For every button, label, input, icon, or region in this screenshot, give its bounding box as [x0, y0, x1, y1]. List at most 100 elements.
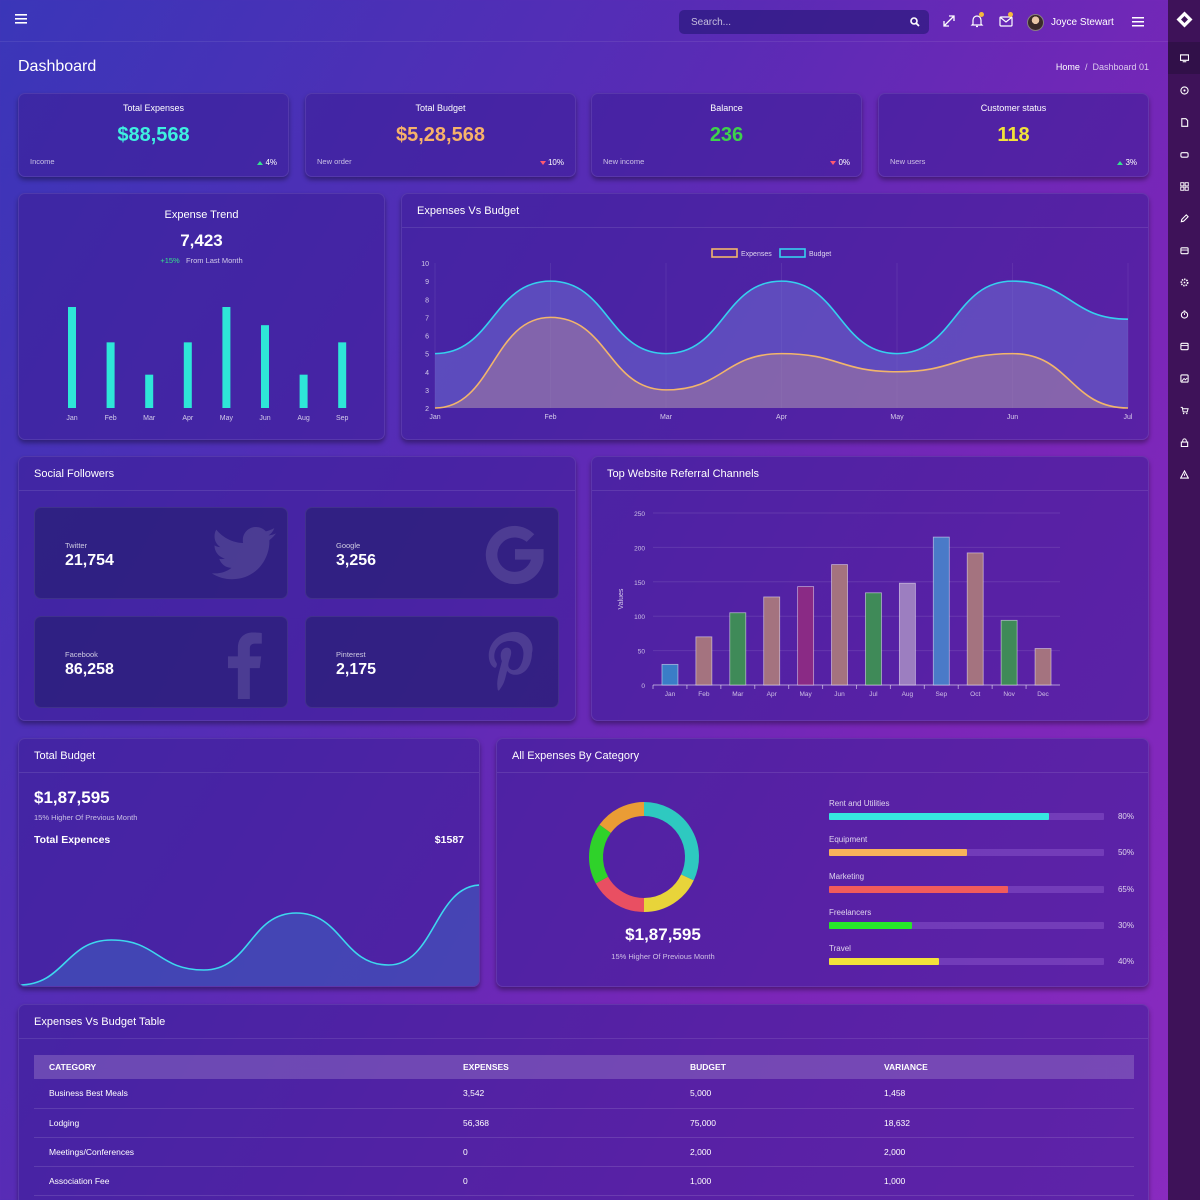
- category-item-rent: Rent and Utilities 80%: [829, 799, 1134, 821]
- evb-y-label: 8: [425, 297, 429, 304]
- trend-bar-may: [222, 307, 231, 408]
- table-cell: Meetings/Conferences: [34, 1137, 448, 1167]
- arrow-down-icon: [830, 160, 837, 165]
- expenses-vs-budget-chart: Jan Feb Mar Apr May Jun Jul 2 3 4 5 6 7 8 9 10 Expenses B…: [421, 248, 1133, 421]
- social-pinterest[interactable]: Pinterest 2,175: [305, 616, 559, 708]
- category-item-travel: Travel 40%: [829, 944, 1134, 966]
- google-icon: [485, 525, 544, 585]
- evb-y-label: 2: [425, 406, 429, 413]
- stat-card-balance: Balance 236 New income 0%: [591, 93, 862, 177]
- expenses-by-category-card: All Expenses By Category $1,87,595 15% H…: [496, 738, 1149, 987]
- search-input[interactable]: [679, 10, 889, 34]
- ref-y-label: 150: [634, 580, 645, 587]
- sidebar-item-3[interactable]: [1168, 106, 1200, 138]
- bell-icon[interactable]: [969, 13, 985, 29]
- table-header-row: CATEGORY EXPENSES BUDGET VARIANCE: [34, 1055, 1134, 1079]
- category-label: Freelancers: [829, 908, 872, 917]
- ref-bar-nov: [1000, 619, 1018, 686]
- user-menu[interactable]: Joyce Stewart: [1027, 13, 1114, 31]
- category-percent: 65%: [1117, 885, 1134, 894]
- progress-track: [829, 922, 1104, 929]
- stat-value: $88,568: [117, 124, 190, 146]
- ref-bar-dec: [1034, 648, 1052, 686]
- menu-icon[interactable]: [14, 12, 28, 26]
- card-title: Social Followers: [19, 457, 575, 491]
- stat-value: $5,28,568: [396, 124, 485, 146]
- trend-bar-apr: [183, 342, 192, 408]
- ref-x-label: Jun: [834, 691, 845, 698]
- category-percent: 80%: [1117, 812, 1134, 821]
- expenses-vs-budget-card: Expenses Vs Budget Jan Feb Mar Apr May Jun Jul…: [401, 193, 1149, 440]
- social-count: 21,754: [65, 552, 114, 569]
- search-icon[interactable]: [910, 17, 920, 27]
- total-expences-value: $1587: [434, 834, 464, 846]
- page-title: Dashboard: [18, 58, 97, 75]
- category-percent: 40%: [1117, 957, 1134, 966]
- expense-trend-card: Expense Trend 7,423 +15% From Last Month…: [18, 193, 385, 440]
- stat-subtitle: Income: [30, 157, 55, 166]
- sidebar-item-8[interactable]: [1168, 266, 1200, 298]
- hamburger-icon[interactable]: [1130, 14, 1146, 30]
- table-cell: 2,000: [869, 1137, 1134, 1167]
- avatar: [1027, 13, 1044, 31]
- right-sidebar: [1168, 0, 1200, 1200]
- stat-title: Customer status: [980, 103, 1047, 113]
- sidebar-item-14[interactable]: [1168, 458, 1200, 490]
- sidebar-item-13[interactable]: [1168, 426, 1200, 458]
- sidebar-item-11[interactable]: [1168, 362, 1200, 394]
- inbox-icon: [1179, 246, 1189, 254]
- breadcrumb-home[interactable]: Home: [1055, 62, 1080, 72]
- gear-icon: [1180, 278, 1188, 286]
- total-budget-line: [19, 884, 479, 986]
- progress-fill: [829, 849, 967, 856]
- sidebar-item-12[interactable]: [1168, 394, 1200, 426]
- sidebar-item-2[interactable]: [1168, 74, 1200, 106]
- referral-chart: 0 50 100 150 200 250 Jan Feb Mar Apr May Jun Jul Aug S…: [618, 511, 1060, 698]
- timer-icon: [1180, 309, 1188, 319]
- evb-y-label: 10: [421, 261, 429, 268]
- evb-x-label: Apr: [776, 414, 788, 421]
- ref-y-label: 200: [634, 545, 645, 552]
- trend-x-label: Sep: [336, 415, 349, 422]
- sidebar-item-dashboard[interactable]: [1168, 42, 1200, 74]
- category-total-value: $1,87,595: [625, 925, 701, 944]
- fullscreen-icon[interactable]: [941, 13, 957, 29]
- progress-track: [829, 958, 1104, 965]
- evb-x-label: Jan: [429, 414, 440, 421]
- sidebar-item-10[interactable]: [1168, 330, 1200, 362]
- column-header: EXPENSES: [448, 1055, 675, 1079]
- category-donut-chart: [589, 802, 699, 912]
- trend-x-label: Jan: [66, 415, 77, 422]
- sidebar-item-7[interactable]: [1168, 234, 1200, 266]
- social-count: 3,256: [336, 552, 377, 569]
- progress-fill: [829, 886, 1008, 893]
- trend-bar-jan: [68, 307, 76, 408]
- sidebar-item-5[interactable]: [1168, 170, 1200, 202]
- trend-bar-mar: [145, 374, 154, 408]
- stat-change: 10%: [539, 158, 564, 167]
- file-icon: [1180, 117, 1188, 127]
- warning-icon: [1179, 469, 1189, 479]
- progress-fill: [829, 813, 1049, 820]
- social-google[interactable]: Google 3,256: [305, 507, 559, 599]
- social-twitter[interactable]: Twitter 21,754: [34, 507, 288, 599]
- category-percent: 30%: [1117, 921, 1134, 930]
- arrow-up-icon: [1117, 160, 1124, 165]
- breadcrumb: Home / Dashboard 01: [1056, 62, 1149, 72]
- category-label: Rent and Utilities: [829, 799, 890, 808]
- stat-value: 236: [709, 124, 744, 146]
- total-budget-card: Total Budget $1,87,595 15% Higher Of Pre…: [18, 738, 480, 987]
- pencil-icon: [1180, 213, 1189, 222]
- expenses-budget-table: CATEGORY EXPENSES BUDGET VARIANCE Busine…: [34, 1055, 1134, 1196]
- sidebar-item-4[interactable]: [1168, 138, 1200, 170]
- legend-swatch: [711, 248, 738, 258]
- sidebar-item-6[interactable]: [1168, 202, 1200, 234]
- car-icon: [1179, 151, 1189, 158]
- sidebar-item-9[interactable]: [1168, 298, 1200, 330]
- category-item-marketing: Marketing 65%: [829, 872, 1134, 894]
- total-budget-chart: [19, 884, 479, 986]
- social-facebook[interactable]: Facebook 86,258: [34, 616, 288, 708]
- total-budget-value: $1,87,595: [34, 788, 110, 807]
- mail-icon[interactable]: [998, 13, 1014, 29]
- total-budget-area: [19, 885, 479, 986]
